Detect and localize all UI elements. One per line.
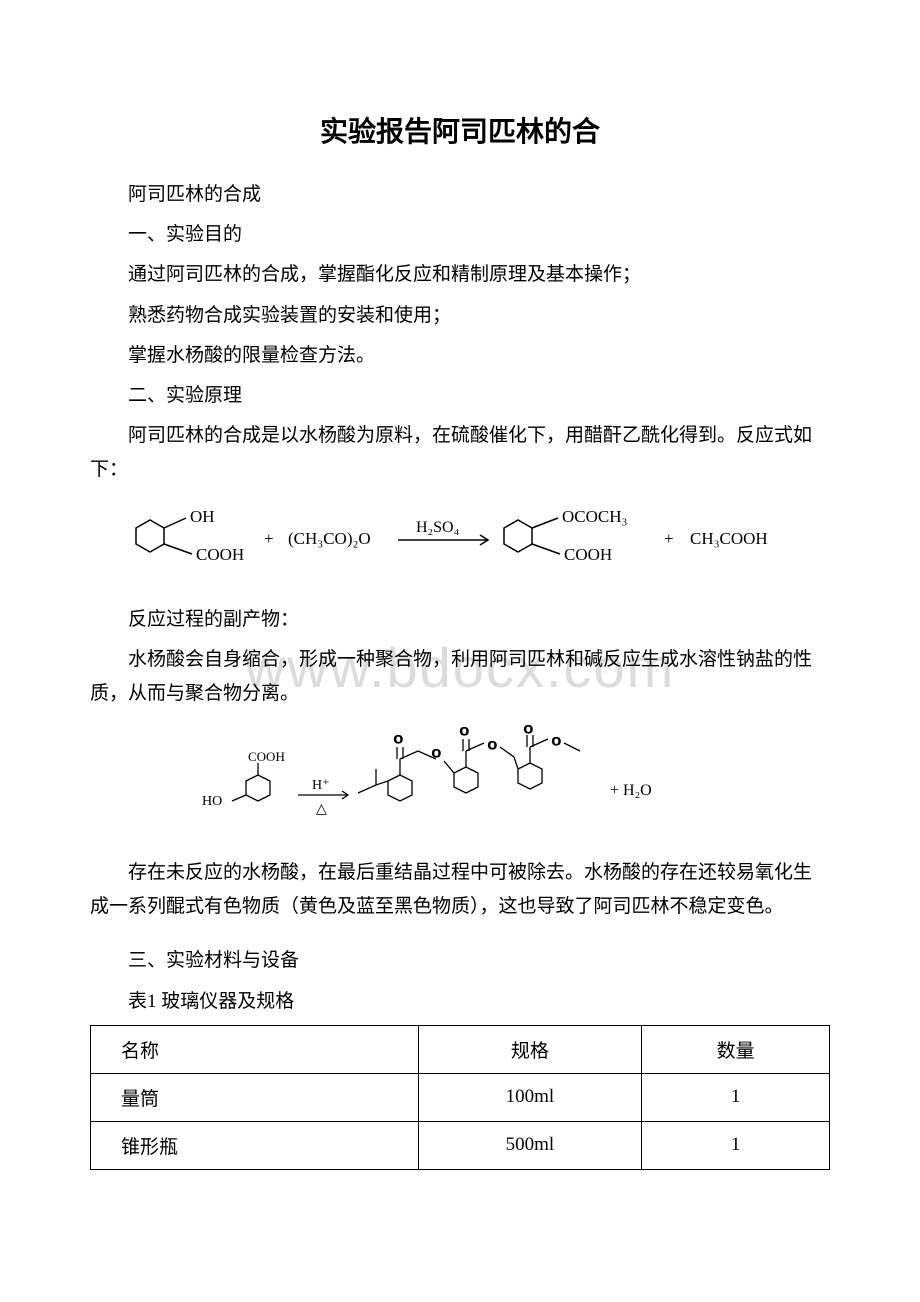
eqn1-prod2: CH₃COOH	[690, 529, 768, 548]
para-s2c: 水杨酸会自身缩合，形成一种聚合物，利用阿司匹林和碱反应生成水溶性钠盐的性质，从而…	[90, 643, 830, 711]
para-s1a: 通过阿司匹林的合成，掌握酯化反应和精制原理及基本操作；	[90, 258, 830, 292]
eqn1-plus2: +	[664, 529, 674, 548]
table-header: 规格	[418, 1025, 642, 1073]
svg-text:O: O	[394, 732, 403, 746]
document-body: 实验报告阿司匹林的合 阿司匹林的合成 一、实验目的 通过阿司匹林的合成，掌握酯化…	[90, 110, 830, 1170]
svg-text:O: O	[552, 734, 561, 748]
eqn1-sub2-bot: COOH	[564, 545, 612, 564]
section-3-heading: 三、实验材料与设备	[90, 944, 830, 978]
section-1-heading: 一、实验目的	[90, 218, 830, 252]
table-header-row: 名称 规格 数量	[91, 1025, 830, 1073]
para-s1c: 掌握水杨酸的限量检查方法。	[90, 339, 830, 373]
eqn2-tail: + H₂O	[610, 782, 652, 799]
svg-text:O: O	[432, 746, 441, 760]
eqn1-plus1: +	[264, 529, 274, 548]
reaction-equation-1: OH COOH + (CH₃CO)₂O H₂SO₄ OCOCH₃ COOH + …	[90, 500, 830, 585]
table-cell: 500ml	[418, 1121, 642, 1169]
reaction-equation-2: COOH HO H⁺ △ O O	[90, 723, 830, 838]
eqn2-arrow-top: H⁺	[312, 778, 330, 793]
table-cell: 锥形瓶	[91, 1121, 419, 1169]
eqn2-left-top: COOH	[248, 749, 285, 764]
svg-text:O: O	[488, 738, 497, 752]
section-2-heading: 二、实验原理	[90, 379, 830, 413]
eqn1-sub2-top: OCOCH₃	[562, 507, 628, 526]
table-header: 数量	[642, 1025, 830, 1073]
svg-text:O: O	[524, 723, 533, 736]
eqn2-left-left: HO	[202, 794, 222, 809]
glassware-table: 名称 规格 数量 量筒 100ml 1 锥形瓶 500ml 1	[90, 1025, 830, 1170]
table-row: 锥形瓶 500ml 1	[91, 1121, 830, 1169]
para-s2b: 反应过程的副产物：	[90, 603, 830, 637]
table-cell: 100ml	[418, 1073, 642, 1121]
eqn1-arrow-top: H₂SO₄	[416, 519, 460, 536]
table-caption: 表1 玻璃仪器及规格	[90, 985, 830, 1019]
page-title: 实验报告阿司匹林的合	[90, 110, 830, 150]
eqn1-reagent: (CH₃CO)₂O	[288, 529, 371, 548]
table-row: 量筒 100ml 1	[91, 1073, 830, 1121]
subheading: 阿司匹林的合成	[90, 178, 830, 212]
svg-text:O: O	[460, 724, 469, 738]
para-s2a: 阿司匹林的合成是以水杨酸为原料，在硫酸催化下，用醋酐乙酰化得到。反应式如下：	[90, 419, 830, 487]
eqn1-sub1-top: OH	[190, 507, 215, 526]
eqn2-arrow-bot: △	[316, 802, 327, 817]
para-s2d: 存在未反应的水杨酸，在最后重结晶过程中可被除去。水杨酸的存在还较易氧化生成一系列…	[90, 856, 830, 924]
table-cell: 量筒	[91, 1073, 419, 1121]
eqn1-sub1-bot: COOH	[196, 545, 244, 564]
table-cell: 1	[642, 1121, 830, 1169]
table-header: 名称	[91, 1025, 419, 1073]
table-cell: 1	[642, 1073, 830, 1121]
para-s1b: 熟悉药物合成实验装置的安装和使用；	[90, 299, 830, 333]
